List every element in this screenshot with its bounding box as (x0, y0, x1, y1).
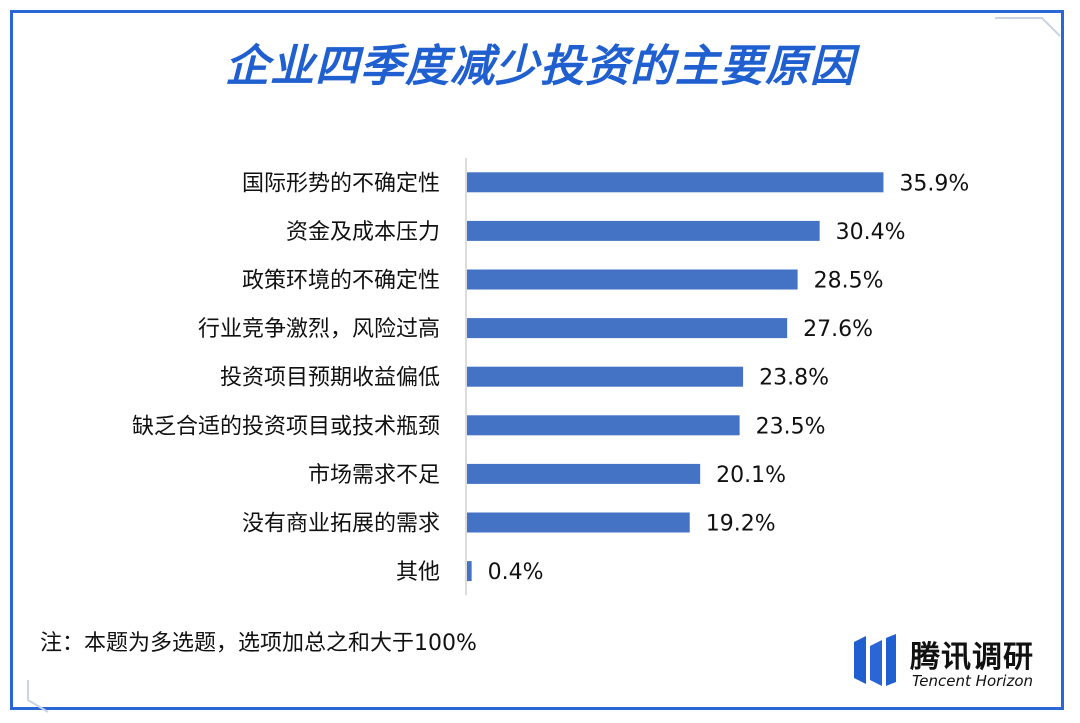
brand-logo: 腾讯调研 Tencent Horizon (852, 632, 1052, 692)
value-label: 35.9% (899, 171, 969, 196)
value-label: 28.5% (814, 269, 884, 294)
bar (467, 366, 744, 387)
chart-title: 企业四季度减少投资的主要原因 (225, 41, 855, 92)
bar (467, 463, 701, 484)
category-label: 行业竞争激烈，风险过高 (198, 317, 440, 342)
brand-name: 腾讯调研 (910, 640, 1034, 675)
category-label: 其他 (396, 560, 440, 585)
brand-subtitle: Tencent Horizon (912, 672, 1034, 690)
chart-frame (10, 10, 1064, 710)
bar (467, 415, 740, 436)
category-label: 缺乏合适的投资项目或技术瓶颈 (132, 414, 440, 439)
bar (467, 269, 798, 290)
bar (467, 220, 820, 241)
bar (467, 318, 788, 339)
bar (467, 172, 884, 193)
value-label: 30.4% (836, 220, 906, 245)
category-label: 没有商业拓展的需求 (242, 512, 440, 537)
value-label: 0.4% (488, 560, 544, 585)
value-label: 23.8% (759, 366, 829, 391)
value-label: 19.2% (706, 512, 776, 537)
category-label: 投资项目预期收益偏低 (220, 366, 440, 391)
bar (467, 512, 690, 533)
tencent-horizon-logo-icon (854, 634, 896, 686)
value-label: 23.5% (756, 414, 826, 439)
category-label: 市场需求不足 (308, 463, 440, 488)
footnote: 注：本题为多选题，选项加总之和大于100% (40, 631, 477, 656)
value-label: 20.1% (716, 463, 786, 488)
category-label: 国际形势的不确定性 (242, 171, 440, 196)
category-label: 资金及成本压力 (286, 220, 440, 245)
category-label: 政策环境的不确定性 (242, 269, 440, 294)
bar (467, 561, 472, 582)
value-label: 27.6% (803, 317, 873, 342)
